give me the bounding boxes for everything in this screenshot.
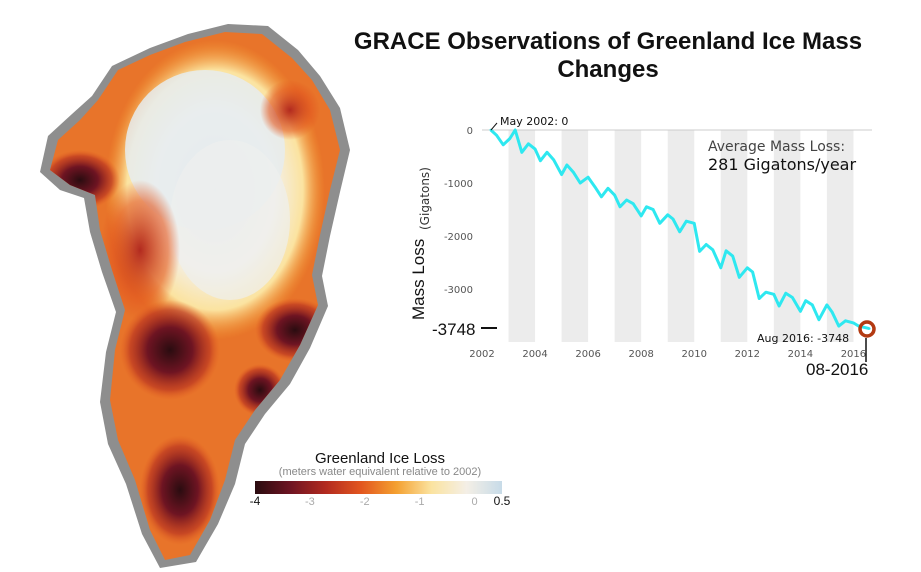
x-tick-label: 2004 xyxy=(522,349,547,360)
data-point xyxy=(520,151,523,154)
data-point xyxy=(758,297,761,300)
chart-title: GRACE Observations of Greenland Ice Mass… xyxy=(353,28,863,83)
year-band xyxy=(720,130,748,342)
x-tick-label: 2012 xyxy=(735,349,760,360)
x-tick-label: 2002 xyxy=(469,349,494,360)
year-band xyxy=(614,130,642,342)
data-point xyxy=(777,304,781,308)
y-axis-unit: (Gigatons) xyxy=(418,167,432,230)
data-point xyxy=(799,310,802,313)
average-loss-value: 281 Gigatons/year xyxy=(708,155,856,174)
x-tick-label: 2010 xyxy=(682,349,707,360)
data-point xyxy=(868,327,871,330)
year-band xyxy=(826,130,854,342)
x-tick-label: 2008 xyxy=(628,349,653,360)
end-annotation: Aug 2016: -3748 xyxy=(757,332,849,345)
data-point xyxy=(671,217,675,221)
data-point xyxy=(731,254,734,258)
data-point xyxy=(784,292,787,295)
y-tick-label: -3000 xyxy=(444,285,473,296)
end-date-label: 08-2016 xyxy=(806,360,868,379)
data-point xyxy=(658,222,661,225)
end-value-label: -3748 xyxy=(432,320,475,339)
start-pointer xyxy=(490,122,498,131)
data-point xyxy=(719,266,722,269)
average-loss-label: Average Mass Loss: xyxy=(708,139,845,155)
x-tick-label: 2006 xyxy=(575,349,600,360)
data-point xyxy=(817,318,821,321)
data-point xyxy=(804,299,807,302)
data-point xyxy=(593,185,596,188)
data-point xyxy=(495,134,498,137)
x-tick-label: 2016 xyxy=(841,349,866,360)
end-point-marker xyxy=(858,320,876,338)
data-point xyxy=(746,266,749,269)
data-point xyxy=(751,270,754,274)
data-point xyxy=(704,243,708,246)
data-point xyxy=(578,181,582,185)
data-point xyxy=(613,193,616,197)
data-point xyxy=(724,249,728,253)
data-point xyxy=(527,142,530,145)
data-point xyxy=(645,205,648,209)
data-point xyxy=(508,137,512,140)
x-tick-label: 2014 xyxy=(788,349,813,360)
data-point xyxy=(533,147,537,151)
data-point xyxy=(600,195,603,198)
y-axis-label: Mass Loss xyxy=(409,239,428,320)
data-point xyxy=(545,151,549,154)
data-point xyxy=(844,319,847,322)
data-point xyxy=(831,311,834,314)
year-band xyxy=(508,130,536,342)
data-point xyxy=(565,163,569,167)
data-point xyxy=(685,219,688,223)
data-point xyxy=(764,290,768,294)
data-point xyxy=(539,159,542,162)
year-band xyxy=(667,130,695,342)
data-point xyxy=(618,205,622,209)
data-point xyxy=(632,202,635,205)
data-point xyxy=(791,296,794,299)
data-point xyxy=(586,175,590,179)
map-legend-subtitle: (meters water equivalent relative to 200… xyxy=(278,466,482,478)
data-point xyxy=(625,198,628,202)
data-point xyxy=(698,250,701,253)
data-point xyxy=(837,324,841,328)
map-legend-title: Greenland Ice Loss xyxy=(314,450,446,467)
year-band xyxy=(561,130,589,342)
data-point xyxy=(552,158,555,161)
data-point xyxy=(513,128,517,132)
data-point xyxy=(651,208,655,211)
data-point xyxy=(560,173,563,176)
data-point xyxy=(502,143,505,147)
start-annotation: May 2002: 0 xyxy=(500,115,568,128)
y-tick-label: 0 xyxy=(467,126,473,137)
data-point xyxy=(606,187,610,190)
y-tick-label: -2000 xyxy=(444,232,473,243)
y-tick-label: -1000 xyxy=(444,179,473,190)
series-line-mass-loss xyxy=(489,128,870,331)
data-point xyxy=(825,303,829,307)
data-point xyxy=(738,276,741,279)
data-point xyxy=(639,214,643,218)
data-point xyxy=(666,213,669,216)
data-point xyxy=(572,171,575,174)
data-point xyxy=(811,303,814,307)
data-point xyxy=(678,230,681,233)
data-point xyxy=(693,222,696,225)
data-point xyxy=(772,293,776,296)
data-point xyxy=(852,321,855,325)
data-point xyxy=(711,248,715,251)
